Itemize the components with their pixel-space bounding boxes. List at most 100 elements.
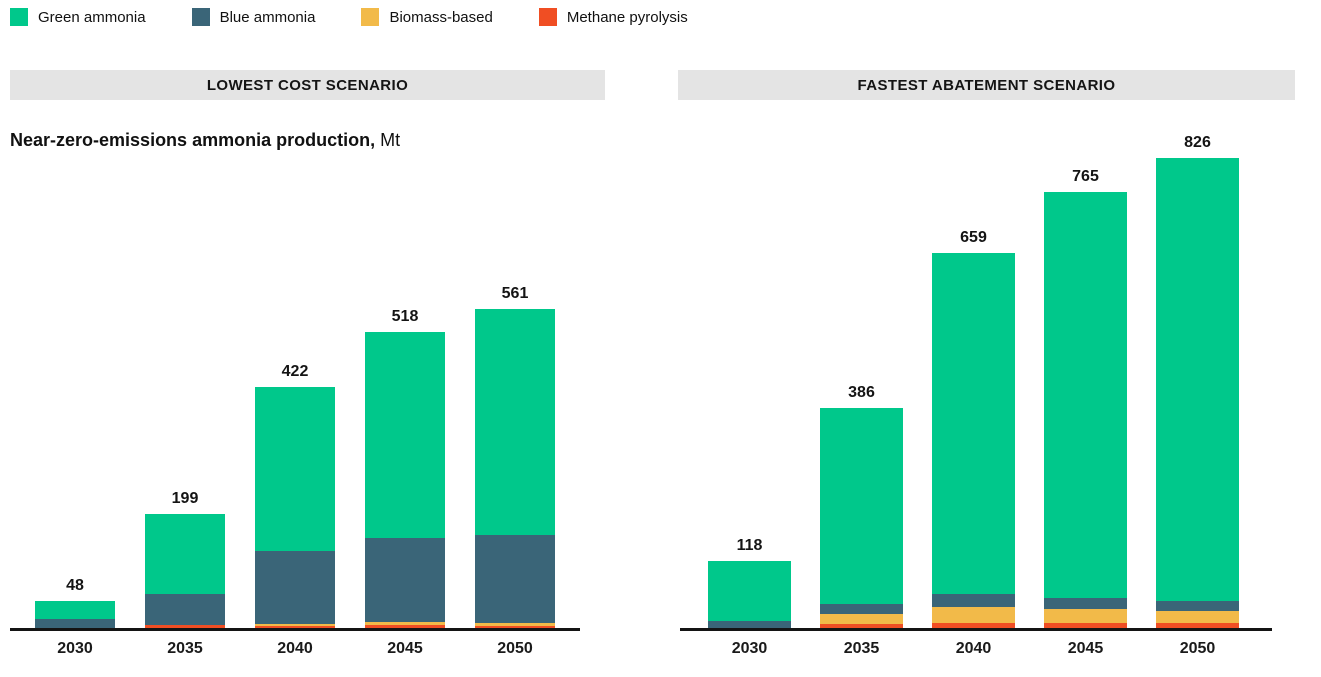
legend-label: Green ammonia — [38, 8, 146, 26]
bar-segment-green-ammonia — [820, 408, 903, 604]
scenario-header-fastest-abatement: FASTEST ABATEMENT SCENARIO — [678, 70, 1295, 100]
bar-segment-biomass-based — [365, 622, 445, 625]
scenario-header-lowest-cost: LOWEST COST SCENARIO — [10, 70, 605, 100]
panel-lowest-cost-scenario: LOWEST COST SCENARIO Near-zero-emissions… — [10, 70, 605, 658]
legend-item-blue-ammonia: Blue ammonia — [191, 8, 316, 26]
bar-stack — [1044, 192, 1127, 628]
bar-segment-methane-pyrolysis — [932, 623, 1015, 628]
x-tick-label-2035: 2035 — [843, 640, 880, 657]
bar-stack — [1156, 158, 1239, 628]
bar-2045: 765 — [1044, 156, 1127, 628]
bar-total-label: 199 — [171, 490, 199, 507]
bar-segment-green-ammonia — [1044, 192, 1127, 598]
legend-swatch-icon — [10, 8, 28, 26]
bar-segment-green-ammonia — [145, 514, 225, 594]
bar-stack — [35, 601, 115, 628]
bar-segment-blue-ammonia — [932, 594, 1015, 607]
bar-segment-blue-ammonia — [708, 621, 791, 628]
bar-total-label: 518 — [391, 308, 419, 325]
x-tick-label-2040: 2040 — [955, 640, 992, 657]
bar-stack — [475, 309, 555, 628]
bar-stack — [932, 253, 1015, 628]
bar-segment-methane-pyrolysis — [255, 626, 335, 628]
chart-subtitle-unit: Mt — [380, 130, 401, 150]
x-tick-label-2050: 2050 — [1179, 640, 1216, 657]
bar-2050: 561 — [475, 156, 555, 628]
bar-segment-biomass-based — [255, 624, 335, 626]
bar-segment-biomass-based — [475, 623, 555, 626]
bar-2040: 659 — [932, 156, 1015, 628]
bar-total-label: 659 — [960, 229, 987, 246]
legend-label: Blue ammonia — [219, 8, 316, 26]
bar-2030: 48 — [35, 156, 115, 628]
x-axis-fastest-abatement: 2030 2035 2040 2045 2050 — [680, 640, 1272, 658]
bar-segment-blue-ammonia — [1156, 601, 1239, 611]
bar-segment-green-ammonia — [708, 561, 791, 621]
bar-total-label: 765 — [1072, 168, 1099, 185]
x-tick-label-2045: 2045 — [1067, 640, 1104, 657]
bar-segment-blue-ammonia — [820, 604, 903, 614]
bar-segment-green-ammonia — [932, 253, 1015, 594]
bar-segment-methane-pyrolysis — [1156, 623, 1239, 628]
bar-segment-green-ammonia — [365, 332, 445, 538]
bar-2045: 518 — [365, 156, 445, 628]
x-tick-label-2030: 2030 — [57, 640, 93, 657]
legend-swatch-icon — [538, 8, 557, 26]
bar-segment-methane-pyrolysis — [145, 625, 225, 628]
x-tick-label-2045: 2045 — [387, 640, 423, 657]
bar-segment-green-ammonia — [1156, 158, 1239, 601]
panel-fastest-abatement-scenario: FASTEST ABATEMENT SCENARIO 118 386 659 765 8… — [678, 70, 1295, 658]
bar-segment-methane-pyrolysis — [820, 624, 903, 628]
legend-swatch-icon — [191, 8, 210, 26]
bar-total-label: 386 — [848, 384, 875, 401]
chart-subtitle-text: Near-zero-emissions ammonia production, — [10, 130, 376, 150]
x-tick-label-2050: 2050 — [497, 640, 533, 657]
legend: Green ammonia Blue ammonia Biomass-based Me… — [10, 8, 688, 26]
bar-2040: 422 — [255, 156, 335, 628]
legend-label: Biomass-based — [389, 8, 493, 26]
bar-stack — [365, 332, 445, 628]
bar-total-label: 48 — [66, 577, 84, 594]
x-tick-label-2030: 2030 — [731, 640, 768, 657]
bar-2035: 199 — [145, 156, 225, 628]
legend-swatch-icon — [361, 8, 380, 26]
bar-total-label: 826 — [1184, 134, 1211, 151]
bar-segment-blue-ammonia — [145, 594, 225, 625]
chart-subtitle: Near-zero-emissions ammonia production, M… — [10, 130, 400, 151]
bar-segment-biomass-based — [1156, 611, 1239, 623]
x-tick-label-2035: 2035 — [167, 640, 203, 657]
bar-segment-blue-ammonia — [1044, 598, 1127, 609]
bar-segment-green-ammonia — [475, 309, 555, 535]
bar-2050: 826 — [1156, 135, 1239, 628]
bar-segment-blue-ammonia — [35, 619, 115, 628]
stacked-bar-plot-fastest-abatement: 118 386 659 765 826 — [680, 135, 1272, 631]
bar-total-label: 561 — [501, 285, 529, 302]
bar-segment-biomass-based — [932, 607, 1015, 623]
legend-item-biomass-based: Biomass-based — [361, 8, 493, 26]
bar-segment-blue-ammonia — [475, 535, 555, 623]
bar-segment-blue-ammonia — [365, 538, 445, 622]
bar-total-label: 118 — [736, 537, 763, 554]
x-tick-label-2040: 2040 — [277, 640, 313, 657]
bar-segment-blue-ammonia — [255, 551, 335, 624]
bar-segment-methane-pyrolysis — [1044, 623, 1127, 628]
bar-2030: 118 — [708, 156, 791, 628]
bar-segment-green-ammonia — [35, 601, 115, 619]
bar-segment-green-ammonia — [255, 387, 335, 551]
bar-segment-biomass-based — [1044, 609, 1127, 623]
bar-stack — [255, 387, 335, 628]
x-axis-lowest-cost: 2030 2035 2040 2045 2050 — [10, 640, 580, 658]
bar-2035: 386 — [820, 156, 903, 628]
bar-stack — [820, 408, 903, 628]
bar-stack — [145, 514, 225, 628]
bar-segment-methane-pyrolysis — [475, 626, 555, 628]
stacked-bar-plot-lowest-cost: 48 199 422 518 561 — [10, 156, 580, 631]
bar-total-label: 422 — [281, 363, 309, 380]
legend-label: Methane pyrolysis — [566, 8, 688, 26]
legend-item-methane-pyrolysis: Methane pyrolysis — [538, 8, 688, 26]
bar-stack — [708, 561, 791, 628]
legend-item-green-ammonia: Green ammonia — [10, 8, 146, 26]
bar-segment-methane-pyrolysis — [365, 625, 445, 628]
bar-segment-biomass-based — [820, 614, 903, 624]
